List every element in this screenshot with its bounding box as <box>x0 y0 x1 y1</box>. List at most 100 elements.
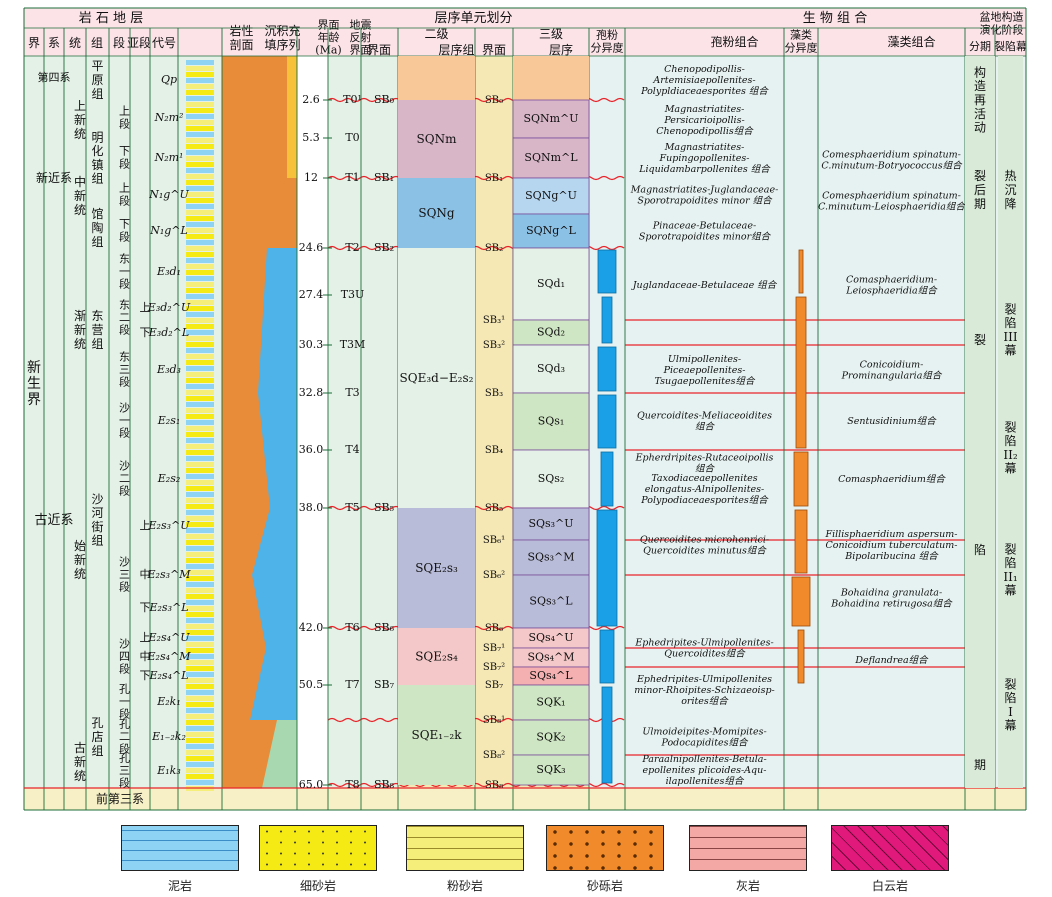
sb3-label: SB₁ <box>485 173 503 184</box>
text-line: SQd₁ <box>537 277 565 290</box>
text-line: SQNm^L <box>524 151 578 164</box>
text-line: 新 <box>27 360 41 376</box>
age-label: 38.0 <box>299 501 324 514</box>
text-line: 下 <box>119 145 130 158</box>
text-line: SB₅ <box>485 503 503 514</box>
text-line: SQK₂ <box>536 731 565 744</box>
text-line: 四 <box>119 650 130 663</box>
text-line: E₂s₄^U <box>148 631 191 644</box>
text-line: Ulmipollenites- <box>668 354 741 365</box>
text-line: Taxodiaceaepollenites <box>651 473 757 484</box>
litho-band <box>186 702 214 707</box>
legend-label: 粉砂岩 <box>446 879 483 893</box>
litho-band <box>186 750 214 755</box>
header-basin: 盆地构造演化阶段 <box>980 10 1024 37</box>
text-line: 界面 <box>350 44 372 57</box>
sb3-label: SB₃¹ <box>483 315 505 326</box>
grp-top <box>398 56 475 100</box>
algae-diversity-bar <box>798 249 804 294</box>
text-line: 活 <box>974 106 986 120</box>
litho-band <box>186 714 214 719</box>
sequence-label: SQd₁ <box>537 277 565 290</box>
text-line: 裂 <box>1004 542 1016 556</box>
litho-band <box>186 366 214 371</box>
sequence-label: SQNg^U <box>525 189 577 202</box>
seq-group-label: SQE₁₋₂k <box>411 728 462 742</box>
text-line: 幕 <box>1004 343 1016 357</box>
text-line: epollenites plicoides-Aqu- <box>643 765 767 776</box>
member-label: 沙一段 <box>119 401 130 439</box>
text-line: SQNm <box>417 132 458 146</box>
text-line: 二 <box>119 472 130 485</box>
text-line: SB₈ <box>485 780 503 791</box>
litho-band <box>186 252 214 257</box>
sb2-label: SB₀ <box>374 93 395 106</box>
text-line: 镇 <box>91 157 103 171</box>
litho-band <box>186 540 214 545</box>
text-line: SB₂ <box>485 243 503 254</box>
member-label: 沙四段 <box>119 637 130 675</box>
text-line: 新近系 <box>36 170 72 185</box>
text-line: 裂 <box>974 169 986 183</box>
spore-assemblage: Pinaceae-Betulaceae-Sporotrapoidites min… <box>639 220 772 242</box>
seq-group-label: SQE₂s₃ <box>415 561 458 575</box>
text-line: Bohaidina granulata- <box>840 587 942 598</box>
text-line: Fupingopollenites- <box>659 153 750 164</box>
member-label: 孔二段 <box>119 717 130 755</box>
spore-diversity-bar <box>599 629 615 684</box>
sb3-label: SB₇ <box>485 680 503 691</box>
member-label: 东一段 <box>119 252 130 290</box>
litho-band <box>186 492 214 497</box>
code-label: E₂s₁ <box>157 414 181 427</box>
text-line: 东 <box>119 298 130 311</box>
litho-band <box>186 576 214 581</box>
text-line: 组 <box>91 234 103 248</box>
text-line: SQd₃ <box>537 362 565 375</box>
litho-band <box>186 510 214 515</box>
text-line: 营 <box>91 323 103 337</box>
text-line: Ephedripites-Ulmipollenites <box>636 674 772 685</box>
text-line: SQE₂s₄ <box>415 649 458 663</box>
submember-label: 中 <box>140 650 151 663</box>
litho-band <box>186 774 214 779</box>
header-bio-col: 孢粉组合 <box>710 34 758 49</box>
text-line: 组合 <box>695 420 716 432</box>
text-line: Piceaepollenites- <box>663 365 746 376</box>
text-line: SB₀ <box>485 95 503 106</box>
text-line: Ephedripites-Ulmipollenites- <box>634 637 773 648</box>
series-label: 中新统 <box>74 174 86 217</box>
text-line: 陷 <box>1004 315 1016 330</box>
text-line: 组 <box>91 336 103 350</box>
text-line: 上 <box>119 105 130 118</box>
text-line: 填序列 <box>264 36 300 51</box>
sequence-label: SQs₁ <box>538 415 565 428</box>
legend-item-conglomerate: 砂砾岩 <box>545 825 665 894</box>
seq-group-cell <box>398 100 475 178</box>
text-line: 段 <box>119 484 130 498</box>
sequence-cell <box>512 177 590 215</box>
spore-assemblage: Paraalnipollenites-Betula-epollenites pl… <box>641 754 766 787</box>
series-label: 渐新统 <box>74 309 86 351</box>
sb3-label: SB₇² <box>483 662 505 673</box>
litho-band <box>186 294 214 299</box>
text-line: 孔 <box>91 716 103 730</box>
litho-band <box>186 390 214 395</box>
text-line: 期 <box>974 758 986 772</box>
text-line: 段 <box>119 375 130 389</box>
basin-episode-label: 热沉降 <box>1004 169 1016 211</box>
spore-assemblage: Quercoidites microhenrici-Quercoidites m… <box>640 534 769 556</box>
text-line: 热 <box>1004 169 1016 183</box>
sb3-label: SB₆¹ <box>483 535 505 546</box>
code-label: E₃d₂^U <box>147 301 191 314</box>
text-line: 界面 <box>318 18 340 31</box>
sequence-label: SQs₄^U <box>528 631 573 644</box>
legend-swatch-fine-sandstone <box>259 825 377 871</box>
text-line: Quercoidites minutus组合 <box>643 544 767 556</box>
sb3-label: SB₈ <box>485 780 503 791</box>
series-label: 上新统 <box>74 99 86 141</box>
litho-band <box>186 264 214 269</box>
sequence-label: SQs₄^L <box>529 669 573 682</box>
sequence-label: SQs₃^M <box>527 551 574 564</box>
basin-stage-label: 裂 <box>974 333 986 347</box>
litho-band <box>186 720 214 725</box>
